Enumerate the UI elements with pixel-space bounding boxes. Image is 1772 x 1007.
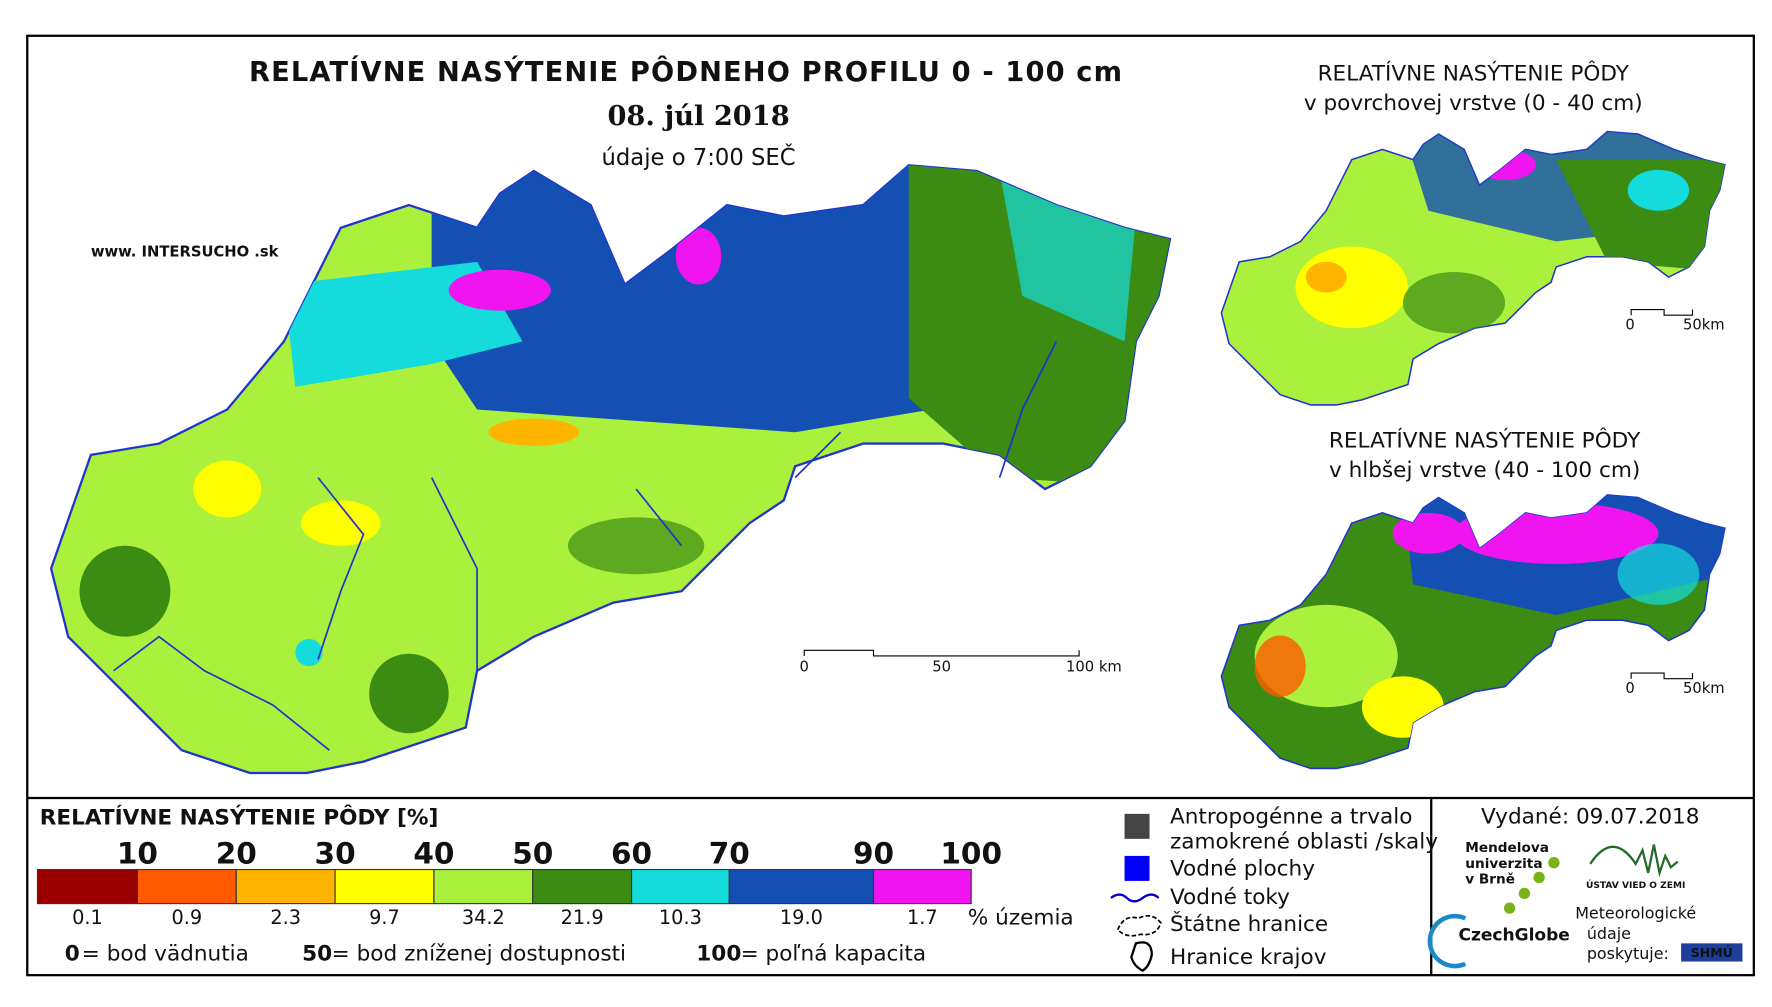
legend-bin xyxy=(872,868,972,905)
legend-share: 19.0 xyxy=(780,906,823,929)
inset-map xyxy=(1220,494,1726,770)
scale-label: 50km xyxy=(1683,316,1725,333)
logo-text: SHMÚ xyxy=(1691,945,1733,960)
symbol-anthropogenic xyxy=(1124,813,1150,839)
symbol-legend: Antropogénne a trvalo zamokrené oblasti … xyxy=(1110,804,1438,972)
scale-label: 100 km xyxy=(1066,658,1122,675)
legend-share: 0.9 xyxy=(172,906,203,929)
website: www. INTERSUCHO .sk xyxy=(91,244,280,261)
symbol-label: Vodné plochy xyxy=(1170,857,1315,882)
legend-bin xyxy=(532,868,633,905)
legend-break: 20 xyxy=(216,836,257,870)
symbol-label: Štátne hranice xyxy=(1170,911,1328,937)
scale-label: 50km xyxy=(1683,680,1725,697)
symbol-region xyxy=(1130,941,1153,972)
note-value: 0 xyxy=(65,942,80,967)
logos: Mendelova univerzita v Brně CzechGlobe Ú… xyxy=(1427,840,1743,969)
logo-text: CzechGlobe xyxy=(1458,925,1569,945)
main-scale: 0 50 100 km xyxy=(800,649,1122,675)
legend-break: 40 xyxy=(413,836,454,870)
inset-scale: 0 50km xyxy=(1625,308,1725,333)
issued: Vydané: 09.07.2018 xyxy=(1481,804,1699,829)
symbol-water xyxy=(1124,855,1150,881)
inset-scale: 0 50km xyxy=(1625,672,1725,697)
legend-break: 50 xyxy=(512,836,553,870)
symbol-river xyxy=(1110,893,1160,903)
legend-bin xyxy=(235,868,336,905)
legend-bin xyxy=(630,868,730,905)
legend-share: 0.1 xyxy=(72,906,103,929)
legend-bin xyxy=(136,868,237,905)
main-map xyxy=(49,164,1172,775)
logo-text: Mendelova xyxy=(1465,840,1549,856)
inset-title: v povrchovej vrstve (0 - 40 cm) xyxy=(1304,91,1643,116)
title: RELATÍVNE NASÝTENIE PÔDNEHO PROFILU 0 - … xyxy=(249,56,1123,88)
note-text: = bod zníženej dostupnosti xyxy=(332,942,626,967)
legend-break: 90 xyxy=(853,836,894,870)
legend-share: 10.3 xyxy=(659,906,702,929)
legend-scale: 10 0.1 20 0.9 30 2.3 40 9.7 50 34.2 60 21.9 70 10.3 90… xyxy=(36,836,1002,929)
time-note: údaje o 7:00 SEČ xyxy=(602,143,796,171)
note-value: 100 xyxy=(696,942,741,967)
note-value: 50 xyxy=(302,942,332,967)
inset-title: RELATÍVNE NASÝTENIE PÔDY xyxy=(1318,60,1630,86)
symbol-border xyxy=(1116,914,1162,937)
logo-text: údaje xyxy=(1587,924,1631,943)
legend-break: 30 xyxy=(315,836,356,870)
logo-text: v Brně xyxy=(1465,872,1515,888)
legend-break: 60 xyxy=(611,836,652,870)
scale-label: 50 xyxy=(932,658,951,675)
legend-share: 34.2 xyxy=(462,906,505,929)
symbol-label: zamokrené oblasti /skaly xyxy=(1170,829,1438,854)
legend-bin xyxy=(433,868,534,905)
legend-bin xyxy=(334,868,435,905)
legend-bin xyxy=(728,868,875,905)
logo-text: univerzita xyxy=(1465,856,1542,872)
legend-bin xyxy=(36,868,139,905)
logo-text: poskytuje: xyxy=(1587,944,1669,963)
logo-text: Meteorologické xyxy=(1575,903,1696,922)
note-text: = poľná kapacita xyxy=(741,942,927,967)
scale-label: 0 xyxy=(800,658,809,675)
shares-unit: % územia xyxy=(968,905,1074,930)
symbol-label: Hranice krajov xyxy=(1170,945,1327,970)
scale-label: 0 xyxy=(1625,680,1634,697)
inset-title: RELATÍVNE NASÝTENIE PÔDY xyxy=(1329,427,1641,453)
legend-break: 70 xyxy=(709,836,750,870)
legend-share: 2.3 xyxy=(270,906,301,929)
symbol-label: Vodné toky xyxy=(1170,885,1290,910)
symbol-label: Antropogénne a trvalo xyxy=(1170,804,1412,829)
scale-label: 0 xyxy=(1625,316,1634,333)
legend-break: 10 xyxy=(117,836,158,870)
date: 08. júl 2018 xyxy=(607,100,789,132)
logo-text: ÚSTAV VIED O ZEMI xyxy=(1586,879,1685,891)
inset-title: v hlbšej vrstve (40 - 100 cm) xyxy=(1329,458,1640,483)
note-text: = bod vädnutia xyxy=(82,942,249,967)
legend-title: RELATÍVNE NASÝTENIE PÔDY [%] xyxy=(40,804,439,830)
legend-share: 1.7 xyxy=(907,906,938,929)
inset-map xyxy=(1220,130,1726,406)
legend-notes: 0 = bod vädnutia 50 = bod zníženej dostu… xyxy=(65,942,926,967)
legend-share: 21.9 xyxy=(561,906,604,929)
legend-share: 9.7 xyxy=(369,906,400,929)
legend-break: 100 xyxy=(940,836,1002,870)
